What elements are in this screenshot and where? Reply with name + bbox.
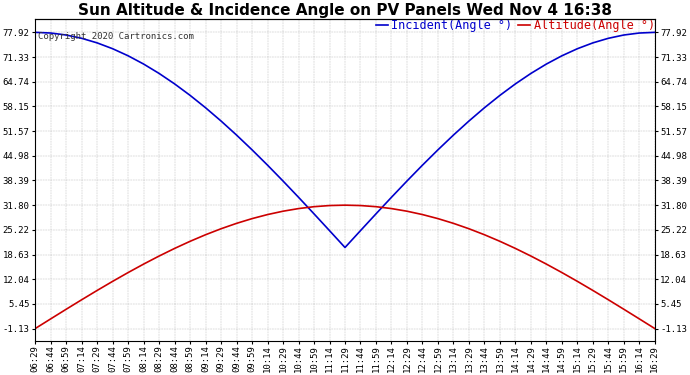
Title: Sun Altitude & Incidence Angle on PV Panels Wed Nov 4 16:38: Sun Altitude & Incidence Angle on PV Pan… <box>78 3 612 18</box>
Text: Copyright 2020 Cartronics.com: Copyright 2020 Cartronics.com <box>39 32 194 41</box>
Legend: Incident(Angle °), Altitude(Angle °): Incident(Angle °), Altitude(Angle °) <box>376 19 655 32</box>
